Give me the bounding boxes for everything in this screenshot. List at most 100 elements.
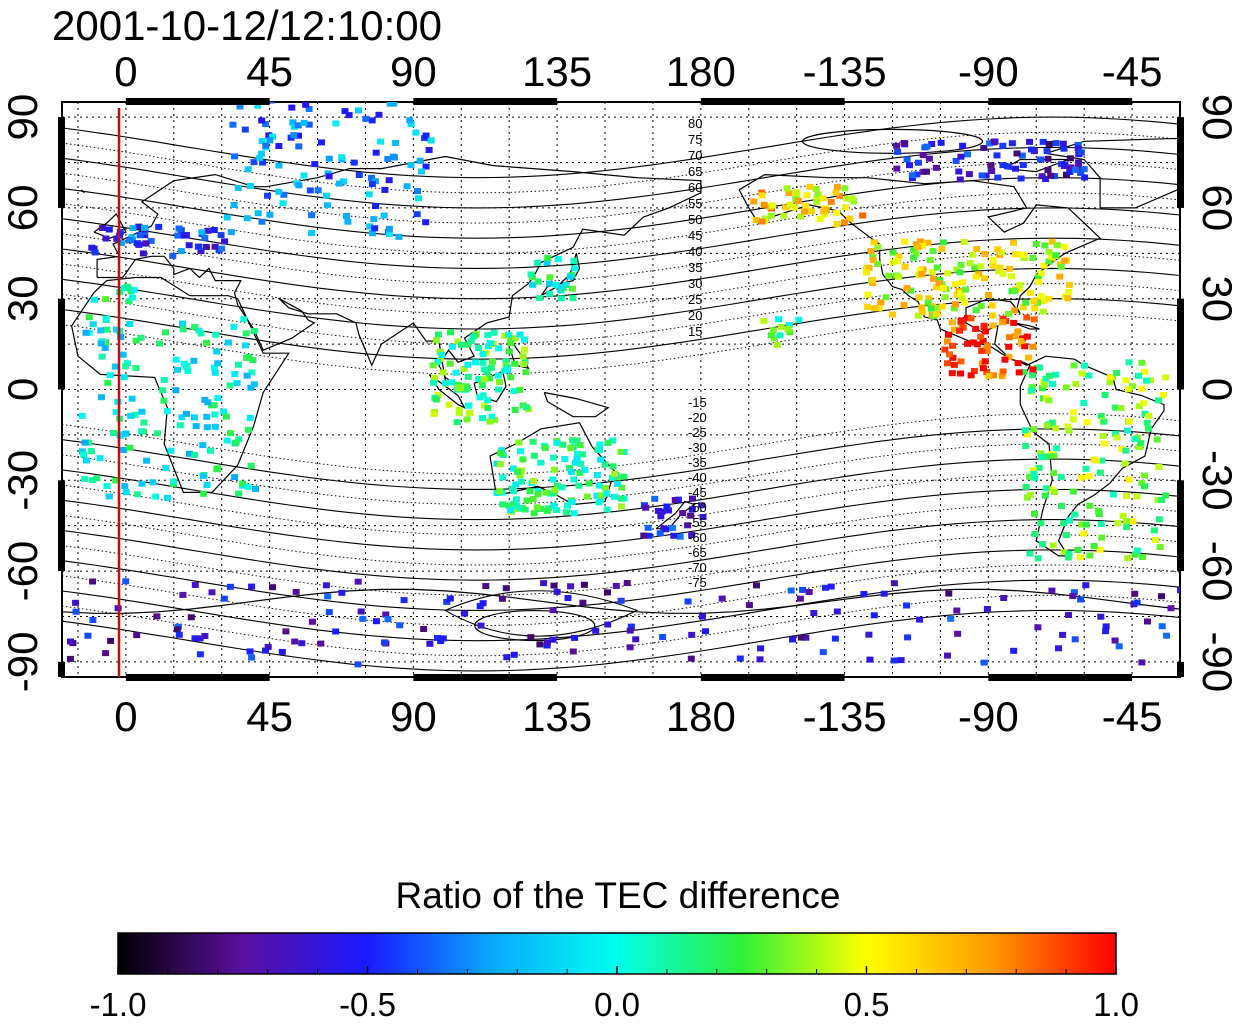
- colorbar: Ratio of the TEC difference -1.0 -0.5 0.0 0…: [90, 875, 1139, 1023]
- tec-pixel: [796, 595, 804, 602]
- tec-pixel: [1000, 595, 1008, 601]
- tec-pixel: [934, 304, 941, 311]
- tec-pixel: [120, 285, 128, 292]
- tec-pixel: [999, 319, 1007, 326]
- tec-pixel: [1071, 166, 1079, 173]
- tec-pixel: [784, 326, 792, 332]
- tec-pixel: [198, 229, 206, 236]
- tec-pixel: [290, 132, 298, 139]
- tec-pixel: [269, 133, 276, 140]
- tec-pixel: [505, 348, 513, 355]
- tec-pixel: [1066, 517, 1073, 524]
- lon-tick-label-bottom: 45: [246, 693, 293, 740]
- contour-line: [62, 504, 1180, 566]
- tec-pixel: [250, 381, 258, 388]
- tec-pixel: [579, 451, 587, 458]
- tec-pixel: [275, 188, 283, 195]
- tec-pixel: [464, 361, 472, 368]
- tec-pixel: [1029, 372, 1037, 379]
- lat-tick-label-right: 90: [1194, 94, 1240, 141]
- tec-pixel: [973, 341, 981, 348]
- tec-pixel: [1013, 150, 1021, 157]
- tec-pixel: [944, 360, 951, 367]
- tec-pixel: [1029, 255, 1037, 261]
- tec-pixel: [1060, 145, 1068, 152]
- tec-pixel: [1019, 162, 1027, 168]
- tec-pixel: [999, 368, 1007, 375]
- tec-pixel: [1131, 590, 1139, 597]
- tec-pixel: [178, 414, 186, 421]
- tec-pixel: [350, 159, 358, 166]
- tec-pixel: [1158, 496, 1166, 503]
- tec-pixel: [268, 102, 275, 104]
- tec-pixel: [1017, 338, 1025, 344]
- tec-pixel: [510, 651, 518, 658]
- tec-pixel: [593, 492, 601, 499]
- tec-pixel: [1069, 488, 1077, 495]
- tec-pixel: [802, 634, 810, 641]
- tec-pixel: [460, 366, 468, 372]
- tec-pixel: [1058, 503, 1065, 509]
- tec-pixel: [210, 364, 218, 371]
- lon-tick-label-top: -90: [958, 48, 1019, 95]
- tec-pixel: [452, 369, 460, 376]
- colorbar-title: Ratio of the TEC difference: [396, 875, 841, 916]
- map-panel: 8075706560555045403530252015-15-20-25-30…: [0, 48, 1240, 740]
- tec-pixel: [602, 485, 609, 491]
- tec-pixel: [1018, 152, 1026, 159]
- tec-pixel: [536, 295, 544, 301]
- tec-pixel: [1095, 507, 1103, 514]
- south-pole-contour: [444, 590, 639, 637]
- tec-pixel: [275, 143, 283, 149]
- tec-pixel: [87, 448, 95, 455]
- tec-pixel: [786, 329, 794, 336]
- tec-pixel: [979, 365, 987, 372]
- tec-pixel: [957, 358, 965, 365]
- tec-pixel: [227, 229, 235, 236]
- tec-pixel: [593, 472, 601, 478]
- tec-pixel: [403, 183, 411, 190]
- tec-pixel: [266, 137, 274, 144]
- tec-pixel: [390, 102, 398, 107]
- lat-tick-label-left: -60: [0, 541, 46, 602]
- tec-pixel: [906, 162, 913, 169]
- tec-pixel: [1080, 400, 1088, 406]
- tec-pixel: [1119, 512, 1127, 519]
- tec-pixel: [916, 267, 924, 274]
- axis-frame-segment: [58, 661, 65, 677]
- tec-pixel: [170, 478, 178, 485]
- tec-pixel: [1012, 251, 1020, 258]
- tec-pixel: [980, 322, 988, 329]
- tec-pixel: [191, 323, 199, 330]
- tec-pixel: [509, 465, 517, 472]
- tec-pixel: [1082, 582, 1090, 589]
- tec-pixel: [380, 212, 388, 219]
- tec-pixel: [549, 476, 557, 483]
- tec-pixel: [128, 395, 136, 402]
- tec-pixel: [1034, 299, 1041, 306]
- lon-tick-label-bottom: -90: [958, 693, 1019, 740]
- tec-pixel: [236, 103, 244, 110]
- lon-tick-label-top: 0: [114, 48, 137, 95]
- tec-pixel: [684, 522, 692, 529]
- tec-pixel: [542, 489, 550, 496]
- contour-line: [62, 413, 1180, 475]
- tec-pixel: [201, 234, 209, 241]
- tec-pixel: [918, 309, 926, 316]
- tec-pixel: [375, 111, 383, 118]
- tec-pixel: [1010, 319, 1018, 326]
- tec-pixel: [370, 79, 377, 85]
- tec-pixel: [952, 157, 960, 164]
- tec-pixel: [553, 507, 561, 513]
- tec-pixel: [551, 487, 559, 494]
- colorbar-tick-label: 0.0: [594, 986, 640, 1023]
- tec-pixel: [557, 295, 565, 302]
- tec-pixel: [989, 262, 997, 269]
- tec-pixel: [1167, 605, 1175, 612]
- tec-pixel: [445, 401, 453, 408]
- tec-pixel: [231, 153, 239, 160]
- tec-pixel: [344, 88, 351, 94]
- tec-pixel: [545, 505, 553, 512]
- tec-pixel: [505, 502, 513, 509]
- coastline-antarctica: [62, 588, 1180, 614]
